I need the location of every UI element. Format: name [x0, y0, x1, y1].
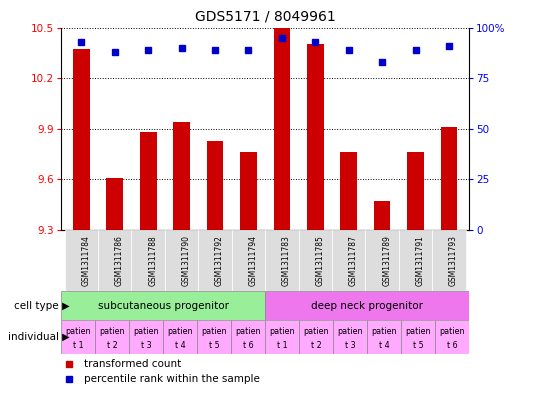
- Bar: [307, 44, 324, 230]
- Text: GSM1311785: GSM1311785: [316, 235, 324, 286]
- Text: transformed count: transformed count: [84, 358, 181, 369]
- Text: t 1: t 1: [73, 341, 84, 350]
- Bar: [165, 230, 198, 291]
- Bar: [95, 320, 129, 354]
- Text: patien: patien: [201, 327, 227, 336]
- Text: cell type: cell type: [14, 301, 59, 310]
- Text: patien: patien: [66, 327, 91, 336]
- Text: subcutaneous progenitor: subcutaneous progenitor: [98, 301, 229, 310]
- Text: t 5: t 5: [413, 341, 423, 350]
- Text: patien: patien: [405, 327, 431, 336]
- Text: t 3: t 3: [141, 341, 151, 350]
- Text: GSM1311793: GSM1311793: [449, 235, 458, 286]
- Bar: [163, 320, 197, 354]
- Bar: [265, 230, 298, 291]
- Bar: [399, 230, 432, 291]
- Bar: [299, 320, 333, 354]
- Bar: [64, 230, 98, 291]
- Bar: [265, 320, 299, 354]
- Bar: [61, 320, 95, 354]
- Text: patien: patien: [337, 327, 363, 336]
- Text: GSM1311788: GSM1311788: [148, 235, 157, 286]
- Bar: [98, 230, 132, 291]
- Bar: [374, 201, 391, 230]
- Text: patien: patien: [167, 327, 193, 336]
- Text: t 4: t 4: [175, 341, 185, 350]
- Bar: [341, 152, 357, 230]
- Bar: [61, 291, 265, 320]
- Text: GSM1311791: GSM1311791: [416, 235, 425, 286]
- Text: patien: patien: [100, 327, 125, 336]
- Bar: [366, 230, 399, 291]
- Text: patien: patien: [269, 327, 295, 336]
- Bar: [73, 50, 90, 230]
- Bar: [435, 320, 469, 354]
- Text: GSM1311783: GSM1311783: [282, 235, 291, 286]
- Bar: [132, 230, 165, 291]
- Bar: [367, 320, 401, 354]
- Text: t 4: t 4: [379, 341, 390, 350]
- Text: t 2: t 2: [107, 341, 118, 350]
- Bar: [231, 320, 265, 354]
- Text: t 2: t 2: [311, 341, 321, 350]
- Text: GSM1311794: GSM1311794: [248, 235, 257, 286]
- Text: deep neck progenitor: deep neck progenitor: [311, 301, 423, 310]
- Text: patien: patien: [236, 327, 261, 336]
- Text: GSM1311790: GSM1311790: [182, 235, 191, 286]
- Text: GSM1311789: GSM1311789: [382, 235, 391, 286]
- Text: patien: patien: [133, 327, 159, 336]
- Text: GSM1311792: GSM1311792: [215, 235, 224, 286]
- Text: GSM1311787: GSM1311787: [349, 235, 358, 286]
- Text: t 3: t 3: [345, 341, 356, 350]
- Text: t 1: t 1: [277, 341, 287, 350]
- Text: patien: patien: [303, 327, 329, 336]
- Bar: [232, 230, 265, 291]
- Bar: [107, 178, 123, 230]
- Text: ▶: ▶: [59, 301, 69, 310]
- Text: t 6: t 6: [447, 341, 457, 350]
- Bar: [198, 230, 232, 291]
- Bar: [407, 152, 424, 230]
- Text: t 5: t 5: [209, 341, 220, 350]
- Text: ▶: ▶: [59, 332, 69, 342]
- Bar: [333, 320, 367, 354]
- Text: t 6: t 6: [243, 341, 254, 350]
- Bar: [207, 141, 223, 230]
- Bar: [401, 320, 435, 354]
- Bar: [240, 152, 257, 230]
- Bar: [332, 230, 366, 291]
- Text: percentile rank within the sample: percentile rank within the sample: [84, 374, 260, 384]
- Text: patien: patien: [439, 327, 465, 336]
- Text: individual: individual: [7, 332, 59, 342]
- Bar: [273, 28, 290, 230]
- Bar: [432, 230, 466, 291]
- Bar: [197, 320, 231, 354]
- Bar: [173, 122, 190, 230]
- Text: GSM1311786: GSM1311786: [115, 235, 124, 286]
- Bar: [140, 132, 157, 230]
- Bar: [265, 291, 469, 320]
- Bar: [298, 230, 332, 291]
- Text: patien: patien: [372, 327, 397, 336]
- Bar: [129, 320, 163, 354]
- Bar: [441, 127, 457, 230]
- Title: GDS5171 / 8049961: GDS5171 / 8049961: [195, 9, 336, 24]
- Text: GSM1311784: GSM1311784: [82, 235, 91, 286]
